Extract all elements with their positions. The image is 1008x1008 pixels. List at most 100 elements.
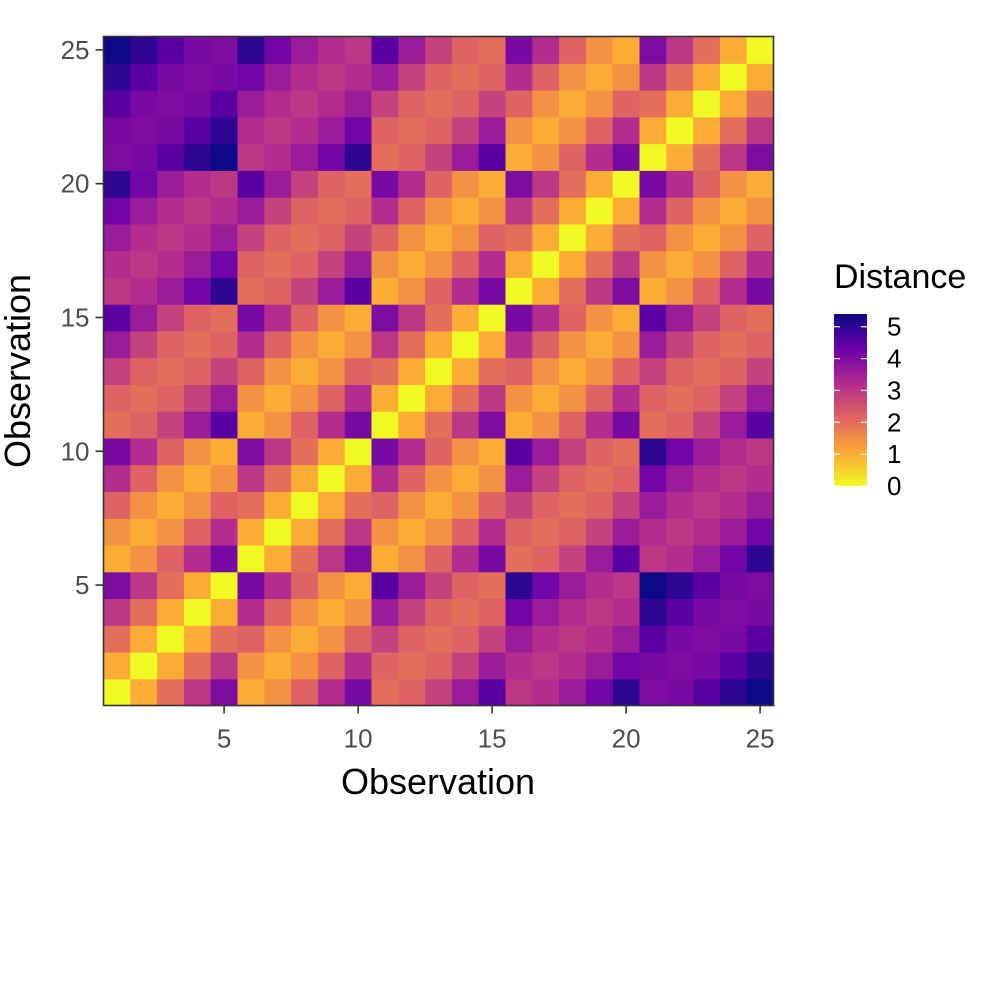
heatmap-cell [505,36,533,64]
heatmap-cell [237,544,265,573]
heatmap-cell [157,571,185,600]
heatmap-cell [693,384,721,412]
heatmap-cell [666,518,694,546]
heatmap-cell [719,678,748,707]
x-axis: 5 10 15 20 25 [217,705,775,754]
heatmap-cell [237,464,265,493]
plot-panel-border [102,35,775,707]
heatmap-cell [210,357,239,385]
heatmap-cell [317,277,346,305]
heatmap-cell [451,330,480,359]
heatmap-cell [559,170,587,198]
heatmap-cell [612,90,641,118]
heatmap-cell [559,63,587,91]
heatmap-cell [317,491,346,519]
heatmap-cell [693,197,721,225]
heatmap-cell [719,197,748,225]
heatmap-cell [371,411,399,439]
heatmap-cell [585,518,614,546]
heatmap-cell [317,197,346,225]
heatmap-cell [585,170,614,198]
heatmap-cell [183,437,212,466]
heatmap-cell [693,170,721,198]
heatmap-cell [291,544,319,573]
heatmap-cell [183,464,212,493]
heatmap-cell [639,598,667,626]
heatmap-cell [264,170,292,198]
heatmap-cell [398,330,426,359]
y-tick-label: 20 [61,169,90,199]
heatmap-cell [183,223,212,252]
heatmap-cell [585,90,614,118]
heatmap-cell [425,384,453,412]
heatmap-cell [585,384,614,412]
heatmap-cell [639,36,667,64]
heatmap-cell [639,250,667,278]
heatmap-cell [130,437,158,466]
heatmap-cell [130,63,158,91]
heatmap-cell [344,411,373,439]
heatmap-cell [210,116,239,145]
heatmap-cell [719,250,748,278]
heatmap-cell [425,357,453,385]
heatmap-cell [505,384,533,412]
heatmap-cell [344,277,373,305]
heatmap-cell [264,464,292,493]
heatmap-cell [532,464,560,493]
heatmap-cell [639,90,667,118]
heatmap-cell [264,197,292,225]
heatmap-cell [425,277,453,305]
heatmap-cell [264,63,292,91]
heatmap-cell [371,36,399,64]
heatmap-cell [183,143,212,171]
heatmap-cell [585,464,614,493]
heatmap-cell [210,571,239,600]
heatmap-cell [344,250,373,278]
heatmap-cell [398,625,426,653]
heatmap-cell [344,598,373,626]
heatmap-cell [237,678,265,707]
heatmap-cell [719,330,748,359]
heatmap-cell [157,116,185,145]
heatmap-cell [210,330,239,359]
heatmap-cell [612,250,641,278]
heatmap-cell [183,625,212,653]
heatmap-cell [451,518,480,546]
heatmap-cells [103,36,775,707]
heatmap-cell [103,63,131,91]
heatmap-cell [344,116,373,145]
heatmap-cell [103,625,131,653]
heatmap-cell [425,63,453,91]
heatmap-cell [478,116,507,145]
heatmap-cell [451,116,480,145]
heatmap-cell [666,384,694,412]
heatmap-cell [425,464,453,493]
heatmap-cell [130,170,158,198]
heatmap-cell [451,90,480,118]
heatmap-cell [317,625,346,653]
y-axis: 5 10 15 20 25 [61,35,104,600]
heatmap-cell [585,411,614,439]
heatmap-cell [264,277,292,305]
heatmap-cell [183,330,212,359]
heatmap-cell [425,518,453,546]
heatmap-cell [264,625,292,653]
heatmap-cell [719,571,748,600]
heatmap-cell [532,651,560,680]
heatmap-cell [317,651,346,680]
heatmap-cell [451,598,480,626]
heatmap-cell [746,437,775,466]
heatmap-cell [344,384,373,412]
heatmap-cell [130,571,158,600]
heatmap-cell [612,277,641,305]
heatmap-cell [291,197,319,225]
heatmap-cell [183,651,212,680]
heatmap-cell [746,491,775,519]
heatmap-cell [612,437,641,466]
heatmap-cell [478,277,507,305]
heatmap-cell [612,625,641,653]
heatmap-cell [317,223,346,252]
heatmap-cell [478,598,507,626]
heatmap-cell [505,116,533,145]
